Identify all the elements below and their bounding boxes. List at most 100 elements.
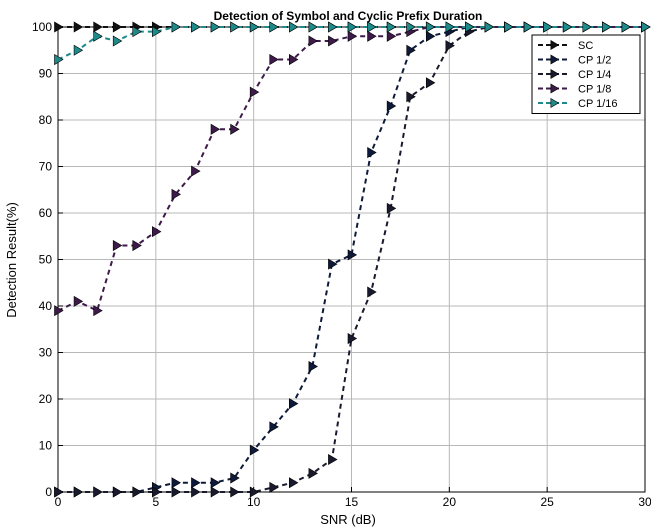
data-point: [484, 21, 495, 33]
legend-item: SC: [538, 39, 593, 52]
x-tick-label: 10: [247, 495, 261, 509]
y-tick-label: 50: [39, 253, 53, 267]
data-point: [249, 486, 260, 498]
data-point: [171, 188, 181, 200]
data-point: [269, 481, 279, 493]
y-tick-label: 60: [39, 206, 53, 220]
data-point: [445, 21, 455, 33]
y-tick-label: 100: [32, 20, 52, 34]
data-point: [112, 240, 123, 252]
data-point: [523, 21, 534, 33]
y-tick-label: 0: [45, 485, 52, 499]
data-point: [249, 86, 260, 98]
data-point: [386, 100, 397, 112]
data-point: [347, 333, 358, 345]
data-point: [210, 21, 221, 33]
legend-item: CP 1/2: [538, 54, 611, 67]
legend-label: CP 1/8: [578, 84, 611, 96]
data-point: [93, 30, 103, 42]
data-point: [386, 202, 397, 214]
data-point: [54, 486, 64, 498]
data-point: [230, 472, 240, 484]
data-point: [641, 21, 651, 33]
x-tick-label: 25: [540, 495, 554, 509]
data-point: [308, 467, 318, 479]
data-point: [288, 54, 299, 66]
data-point: [269, 54, 279, 66]
data-point: [54, 305, 64, 317]
x-tick-label: 15: [345, 495, 359, 509]
data-point: [73, 44, 84, 56]
data-point: [308, 35, 318, 47]
x-tick-label: 5: [152, 495, 159, 509]
data-point: [93, 305, 103, 317]
data-point: [171, 477, 181, 489]
y-tick-label: 30: [39, 346, 53, 360]
data-point: [210, 123, 221, 135]
x-tick-label: 20: [443, 495, 457, 509]
y-tick-label: 80: [39, 113, 53, 127]
y-tick-label: 90: [39, 67, 53, 81]
data-point: [328, 258, 338, 270]
data-point: [191, 165, 201, 177]
y-tick-label: 20: [39, 392, 53, 406]
data-point: [54, 21, 64, 33]
data-point: [73, 295, 84, 307]
data-point: [347, 249, 358, 261]
data-point: [191, 21, 201, 33]
data-point: [112, 486, 123, 498]
series-layer: [54, 21, 651, 498]
data-point: [210, 486, 221, 498]
y-tick-label: 70: [39, 160, 53, 174]
axis-ticks: 0 5 10 15 20 25 30 0 10 20 30 40 50 60 70 80 90 100: [32, 20, 651, 509]
data-point: [230, 486, 240, 498]
data-point: [328, 35, 338, 47]
legend-marker: [550, 97, 560, 109]
data-point: [152, 26, 162, 38]
data-point: [406, 44, 416, 56]
data-point: [230, 123, 240, 135]
data-point: [132, 240, 142, 252]
data-point: [269, 421, 279, 433]
x-axis-title: SNR (dB): [320, 512, 376, 527]
y-tick-label: 40: [39, 299, 53, 313]
legend-item: CP 1/4: [538, 68, 611, 81]
data-point: [93, 21, 103, 33]
data-point: [367, 286, 377, 298]
legend-label: CP 1/2: [578, 55, 611, 67]
data-point: [367, 30, 377, 42]
data-point: [191, 477, 201, 489]
data-point: [171, 486, 181, 498]
data-point: [621, 21, 632, 33]
data-point: [386, 30, 397, 42]
data-point: [328, 453, 338, 465]
legend-item: CP 1/16: [538, 97, 618, 110]
x-tick-label: 30: [638, 495, 651, 509]
data-point: [132, 26, 142, 38]
data-point: [328, 21, 338, 33]
data-point: [249, 444, 260, 456]
legend: SC CP 1/2 CP 1/4 CP 1/8 CP 1/16: [531, 34, 641, 114]
data-point: [171, 21, 181, 33]
data-point: [152, 486, 162, 498]
data-point: [230, 21, 240, 33]
data-point: [54, 54, 64, 66]
data-point: [425, 77, 436, 89]
data-point: [288, 477, 299, 489]
data-point: [73, 21, 84, 33]
data-point: [210, 477, 221, 489]
data-point: [288, 398, 299, 410]
legend-marker: [550, 83, 560, 94]
legend-marker: [550, 39, 560, 51]
data-point: [386, 21, 397, 33]
legend-marker: [550, 54, 560, 65]
series-cp-1-16: [54, 21, 651, 66]
x-tick-label: 0: [55, 495, 62, 509]
legend-item: CP 1/8: [538, 83, 611, 96]
data-point: [347, 21, 358, 33]
data-point: [425, 21, 436, 33]
data-point: [249, 21, 260, 33]
data-point: [602, 21, 612, 33]
data-point: [269, 21, 279, 33]
